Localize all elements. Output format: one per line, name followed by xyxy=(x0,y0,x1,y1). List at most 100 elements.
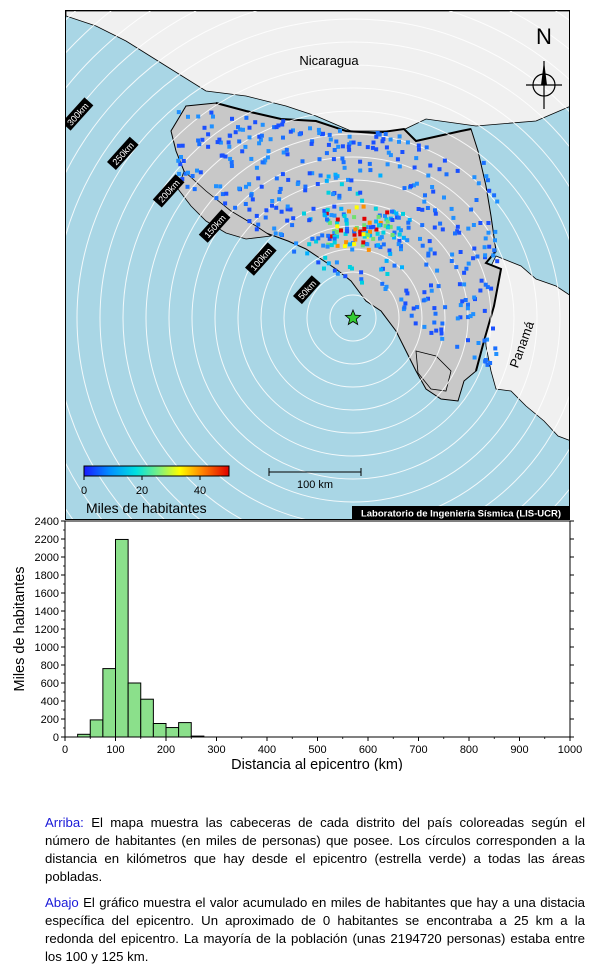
district-marker xyxy=(206,144,211,149)
district-marker xyxy=(320,233,325,238)
district-marker xyxy=(285,204,290,209)
district-marker xyxy=(350,266,354,271)
north-label: N xyxy=(536,24,552,49)
district-marker xyxy=(366,233,370,238)
district-marker xyxy=(384,284,389,289)
district-marker xyxy=(437,167,442,172)
district-marker xyxy=(346,144,351,149)
district-marker xyxy=(254,165,259,170)
district-marker xyxy=(288,207,293,212)
district-marker xyxy=(455,344,460,349)
histogram-bar xyxy=(140,698,154,738)
y-tick-label: 2000 xyxy=(35,552,59,564)
district-marker xyxy=(180,143,185,148)
district-marker xyxy=(200,137,205,142)
district-marker xyxy=(360,198,365,203)
epicenter-star-icon xyxy=(344,308,362,326)
district-marker xyxy=(347,134,352,139)
district-marker xyxy=(321,131,325,136)
district-marker xyxy=(258,137,263,142)
epicenter-map: 50km100km150km200km250km300km350km400km … xyxy=(65,10,570,520)
x-axis: 0 100 200 300 400 500 600 700 800 900 1000 xyxy=(62,737,582,756)
district-marker xyxy=(414,156,419,161)
caption-top: Arriba: El mapa muestra las cabeceras de… xyxy=(45,814,585,886)
border-south xyxy=(475,250,503,372)
district-marker xyxy=(402,186,407,191)
district-marker xyxy=(424,262,429,267)
district-marker xyxy=(492,248,497,253)
district-marker xyxy=(332,148,337,152)
district-marker xyxy=(439,331,444,336)
district-marker xyxy=(380,281,385,286)
caption-bottom-text: El gráfico muestra el valor acumulado en… xyxy=(45,895,585,964)
district-marker xyxy=(223,154,228,159)
district-marker xyxy=(178,162,183,167)
district-marker xyxy=(455,316,460,321)
district-marker xyxy=(420,223,425,228)
district-marker xyxy=(280,172,285,177)
scale-bar: 100 km xyxy=(268,468,362,491)
district-marker xyxy=(458,303,463,308)
district-marker xyxy=(385,162,390,167)
district-marker xyxy=(469,207,474,212)
district-marker xyxy=(247,182,252,187)
caption-bottom: Abajo El gráfico muestra el valor acumul… xyxy=(45,894,585,966)
district-marker xyxy=(318,173,323,178)
histogram-bar xyxy=(165,727,180,738)
district-marker xyxy=(414,181,419,186)
district-marker xyxy=(428,163,433,168)
district-marker xyxy=(297,132,302,137)
district-marker xyxy=(247,135,252,140)
district-marker xyxy=(388,153,393,158)
district-marker xyxy=(334,260,339,265)
district-marker xyxy=(429,283,433,288)
district-marker xyxy=(401,235,406,240)
district-marker xyxy=(300,159,305,164)
district-marker xyxy=(263,215,268,220)
district-marker xyxy=(327,132,332,137)
district-marker xyxy=(440,227,445,232)
district-marker xyxy=(396,215,401,220)
district-marker xyxy=(420,207,425,212)
district-marker xyxy=(332,231,337,236)
x-tick-label: 900 xyxy=(510,744,528,756)
district-marker xyxy=(458,315,463,320)
district-marker xyxy=(450,252,455,257)
district-marker xyxy=(455,229,460,234)
osa-peninsula xyxy=(415,350,452,392)
district-marker xyxy=(316,127,321,132)
district-marker xyxy=(229,160,234,164)
district-marker xyxy=(243,144,248,149)
district-marker xyxy=(374,147,379,152)
district-marker xyxy=(338,128,342,133)
district-marker xyxy=(434,328,439,333)
district-marker xyxy=(400,265,404,270)
district-marker xyxy=(358,168,363,173)
district-marker xyxy=(342,244,347,249)
district-marker xyxy=(332,236,337,241)
district-marker xyxy=(416,143,421,148)
x-tick-label: 300 xyxy=(207,744,225,756)
district-marker xyxy=(217,137,222,142)
district-marker xyxy=(462,270,467,275)
district-marker xyxy=(281,135,285,140)
district-marker xyxy=(209,124,214,129)
district-marker xyxy=(471,312,476,317)
district-marker xyxy=(259,184,264,189)
district-marker xyxy=(368,168,373,173)
district-marker xyxy=(483,253,488,258)
district-marker xyxy=(268,137,273,142)
district-marker xyxy=(472,246,477,251)
district-marker xyxy=(224,191,229,196)
district-marker xyxy=(218,140,223,145)
district-marker xyxy=(330,234,335,239)
district-marker xyxy=(272,226,277,231)
district-marker xyxy=(218,184,223,189)
district-marker xyxy=(345,226,349,231)
district-marker xyxy=(376,214,381,219)
district-marker xyxy=(463,298,468,302)
district-marker xyxy=(230,116,234,121)
district-marker xyxy=(426,253,431,258)
district-marker xyxy=(244,184,248,189)
y-axis-label: Miles de habitantes xyxy=(12,567,28,692)
